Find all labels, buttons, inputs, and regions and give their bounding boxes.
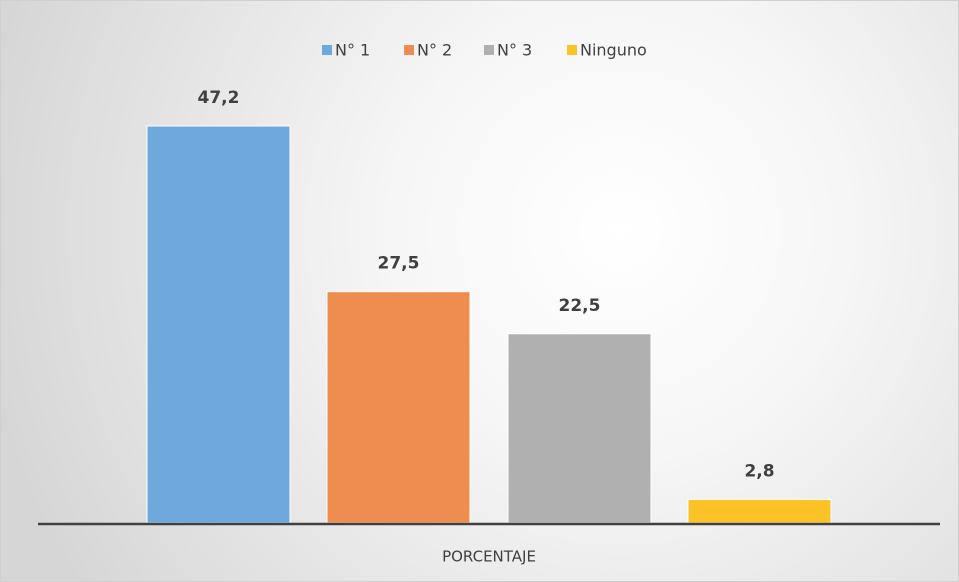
legend-swatch xyxy=(484,45,494,55)
legend-label: N° 2 xyxy=(417,41,452,60)
bar xyxy=(687,498,832,524)
bar xyxy=(507,333,652,524)
data-label: 2,8 xyxy=(744,461,774,481)
bar xyxy=(146,125,291,524)
legend-label: N° 3 xyxy=(497,41,532,60)
data-label: 47,2 xyxy=(198,88,240,108)
bar xyxy=(326,291,471,524)
legend-swatch xyxy=(567,45,577,55)
legend-label: Ninguno xyxy=(580,41,647,60)
legend-label: N° 1 xyxy=(335,41,370,60)
x-tick-label: PORCENTAJE xyxy=(442,548,536,566)
data-label: 22,5 xyxy=(559,296,601,316)
data-label: 27,5 xyxy=(378,254,420,274)
legend-swatch xyxy=(322,45,332,55)
legend-swatch xyxy=(404,45,414,55)
